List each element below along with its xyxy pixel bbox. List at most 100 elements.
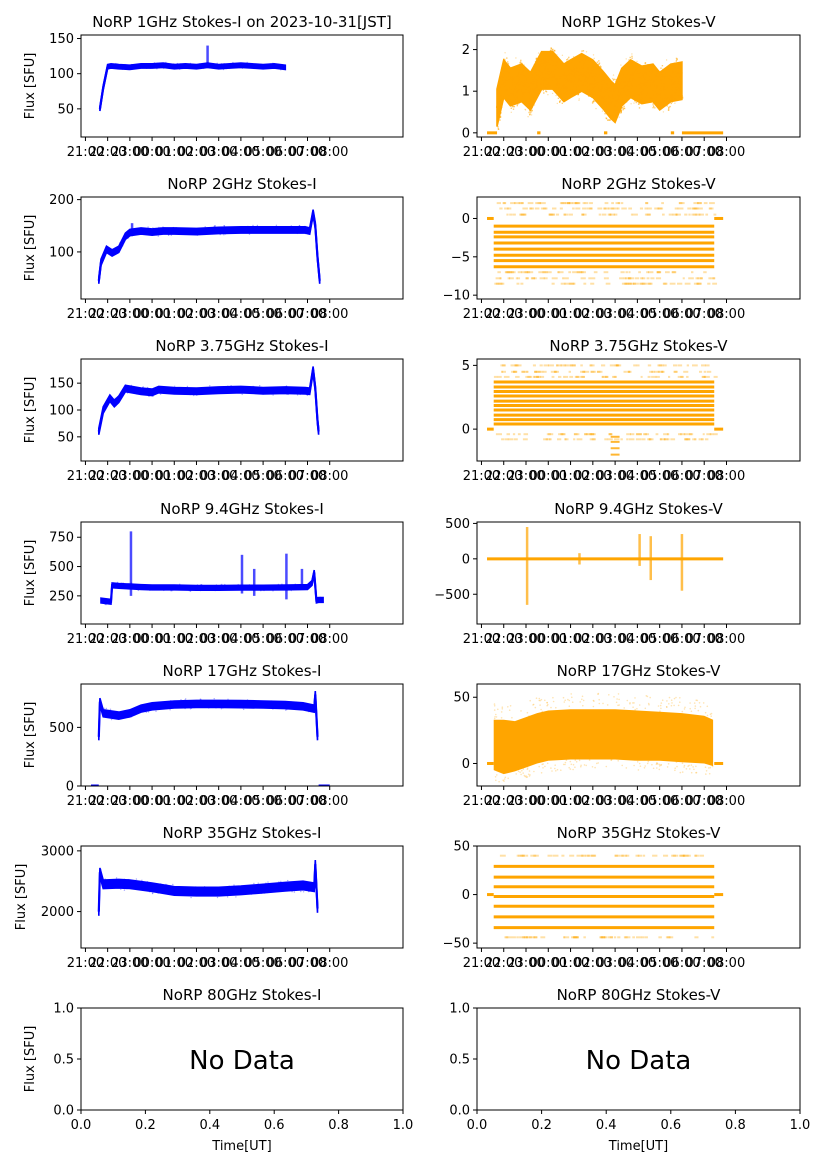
data-point <box>677 77 679 79</box>
panel-title: NoRP 9.4GHz Stokes-V <box>554 500 723 518</box>
x-tick-label: 23:00 <box>507 794 544 809</box>
data-point <box>551 770 553 772</box>
x-tick-label: 02:00 <box>574 469 611 484</box>
data-point <box>677 87 679 89</box>
data-point <box>563 72 565 74</box>
data-point <box>513 97 515 100</box>
data-point <box>635 94 638 96</box>
data-point <box>581 854 586 857</box>
data-point <box>643 67 645 70</box>
data-point <box>521 90 523 92</box>
data-point <box>538 699 540 702</box>
data-point <box>656 767 658 769</box>
data-point <box>498 113 501 115</box>
data-point <box>132 880 134 882</box>
data-point <box>185 66 187 68</box>
data-point <box>502 72 504 74</box>
data-point <box>543 277 548 280</box>
data-point <box>582 370 585 373</box>
data-point <box>692 766 694 768</box>
data-point <box>263 892 266 894</box>
data-point <box>674 370 677 373</box>
data-point <box>504 61 506 63</box>
data-point <box>141 879 143 881</box>
data-point <box>548 213 553 216</box>
data-point <box>559 202 565 205</box>
data-point <box>556 102 558 105</box>
data-point <box>574 202 581 205</box>
data-point <box>505 89 508 91</box>
data-point <box>612 105 614 107</box>
data-point <box>631 83 633 86</box>
data-point <box>658 763 661 766</box>
data-point <box>539 88 542 91</box>
data-point <box>537 58 539 60</box>
data-point <box>152 585 155 588</box>
data-point <box>252 224 254 227</box>
data-point <box>142 885 144 887</box>
data-point <box>668 87 670 89</box>
data-point <box>192 231 194 233</box>
data-point <box>243 587 246 590</box>
data-point <box>504 85 507 88</box>
data-point <box>500 112 502 114</box>
x-tick-label: 07:00 <box>685 307 722 322</box>
x-tick-label: 03:00 <box>596 469 633 484</box>
data-point <box>590 364 595 367</box>
data-point <box>609 119 611 121</box>
data-point <box>677 282 683 285</box>
data-point <box>503 63 506 65</box>
x-tick-label: 22:00 <box>89 794 126 809</box>
data-point <box>500 717 503 719</box>
data-point <box>563 213 568 216</box>
data-point <box>552 50 554 53</box>
data-point <box>587 59 589 61</box>
data-point <box>647 64 649 66</box>
data-point <box>533 854 539 857</box>
data-point <box>648 87 650 89</box>
data-point <box>591 438 597 441</box>
data-point <box>553 49 556 52</box>
x-tick-label: 21:00 <box>463 794 500 809</box>
data-point <box>698 438 703 441</box>
data-point <box>516 102 518 104</box>
x-tick-label: 1.0 <box>393 1118 414 1133</box>
y-tick-label: 2000 <box>41 905 74 920</box>
data-point <box>676 765 678 768</box>
data-point <box>227 385 229 387</box>
data-point <box>632 62 634 65</box>
data-point <box>114 587 117 589</box>
data-point <box>311 580 314 582</box>
data-point <box>651 91 653 93</box>
data-point <box>670 78 672 80</box>
data-point <box>248 388 250 391</box>
data-point <box>511 271 516 274</box>
data-point <box>596 61 599 63</box>
data-point <box>606 92 608 94</box>
data-point <box>625 100 627 102</box>
data-point <box>300 387 302 390</box>
data-point <box>505 65 507 67</box>
data-point <box>301 885 304 887</box>
x-tick-label: 06:00 <box>663 794 700 809</box>
data-point <box>568 699 571 702</box>
data-point <box>664 87 666 89</box>
data-point <box>601 86 603 89</box>
data-point <box>664 77 666 79</box>
data-point <box>665 76 668 78</box>
data-point <box>676 63 678 65</box>
data-point <box>568 213 573 216</box>
data-point <box>680 95 682 97</box>
data-point <box>636 92 638 94</box>
data-point <box>581 65 583 67</box>
data-point <box>541 710 544 713</box>
data-point <box>291 386 294 388</box>
data-point <box>598 62 601 64</box>
data-point <box>606 89 608 92</box>
data-point <box>647 702 650 705</box>
data-point <box>501 67 503 69</box>
data-point <box>624 81 626 84</box>
x-tick-label: 00:00 <box>133 956 170 971</box>
x-axis-label: Time[UT] <box>608 1139 668 1154</box>
data-point <box>560 769 562 771</box>
